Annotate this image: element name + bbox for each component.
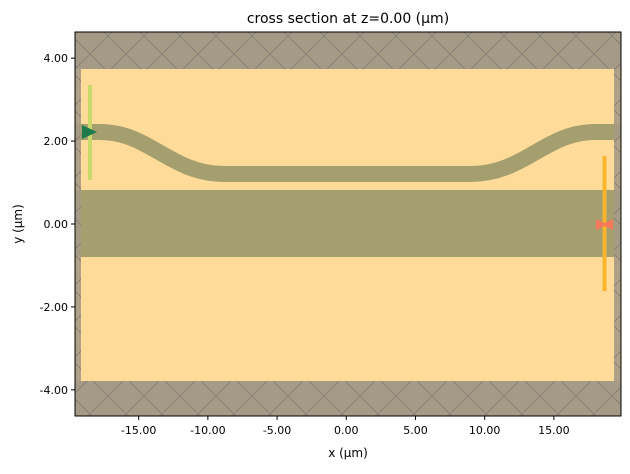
x-tick-label: 10.00 bbox=[469, 424, 501, 437]
x-tick-label: -10.00 bbox=[190, 424, 225, 437]
y-tick-label: 0.00 bbox=[44, 218, 69, 231]
x-tick-label: 5.00 bbox=[403, 424, 428, 437]
x-axis-label: x (μm) bbox=[328, 446, 368, 460]
x-tick-label: 15.00 bbox=[538, 424, 570, 437]
y-tick-label: 4.00 bbox=[44, 52, 69, 65]
x-axis: -15.00 -10.00 -5.00 0.00 5.00 10.00 15.00 bbox=[121, 416, 570, 437]
chart-title: cross section at z=0.00 (μm) bbox=[247, 11, 449, 27]
y-axis-label: y (μm) bbox=[11, 204, 25, 244]
x-tick-label: -5.00 bbox=[263, 424, 291, 437]
y-tick-label: 2.00 bbox=[44, 135, 69, 148]
y-tick-label: -2.00 bbox=[40, 301, 68, 314]
s-bend-waveguide bbox=[75, 124, 621, 182]
x-tick-label: 0.00 bbox=[334, 424, 359, 437]
pml-regions bbox=[75, 32, 621, 416]
straight-waveguide bbox=[75, 190, 621, 257]
y-tick-label: -4.00 bbox=[40, 384, 68, 397]
y-axis: 4.00 2.00 0.00 -2.00 -4.00 bbox=[40, 52, 75, 397]
monitor-marker bbox=[596, 219, 613, 230]
x-tick-label: -15.00 bbox=[121, 424, 156, 437]
source-direction-arrow bbox=[82, 125, 97, 139]
